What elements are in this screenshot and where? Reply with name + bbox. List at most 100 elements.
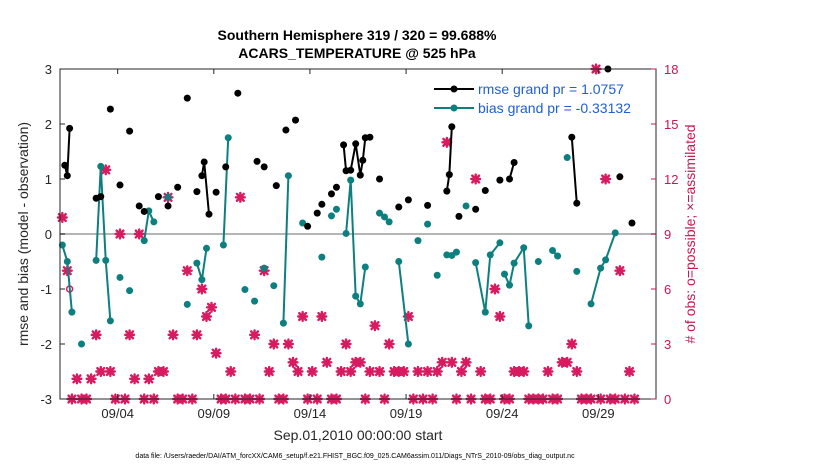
obs-assimilated-marker <box>421 365 434 378</box>
x-tick-label: 09/14 <box>294 406 327 421</box>
rmse-series <box>61 65 636 230</box>
bias-point <box>510 259 518 267</box>
obs-assimilated-marker <box>287 356 299 368</box>
bias-point <box>198 276 206 284</box>
obs-assimilated-marker <box>104 365 116 378</box>
bias-point <box>347 176 355 184</box>
rmse-point <box>61 161 69 169</box>
y2-tick-label: 0 <box>664 392 671 407</box>
obs-assimilated-marker <box>71 373 83 385</box>
rmse-point <box>212 188 220 196</box>
y2-axis-ticks: 0 3 6 9 12 15 18 <box>651 62 678 407</box>
y-axis-label: rmse and bias (model - observation) <box>15 122 31 346</box>
obs-assimilated-marker <box>494 310 506 323</box>
rmse-point <box>445 171 453 179</box>
rmse-point <box>97 193 105 201</box>
obs-assimilated-marker <box>431 365 443 378</box>
bias-point <box>279 319 287 327</box>
obs-assimilated-marker <box>123 329 136 341</box>
rmse-point <box>505 175 513 183</box>
obs-assimilated-marker <box>210 347 222 359</box>
obs-assimilated-marker <box>600 173 612 185</box>
x-tick-label: 09/24 <box>486 406 519 421</box>
obs-assimilated-marker <box>292 365 304 378</box>
bias-point <box>496 239 504 247</box>
obs-assimilated-marker <box>335 365 347 378</box>
bias-point <box>424 220 432 228</box>
bias-point <box>520 244 528 252</box>
bias-line-segment <box>474 242 501 313</box>
rmse-point <box>356 171 364 179</box>
chart-subtitle: ACARS_TEMPERATURE @ 525 hPa <box>238 45 476 61</box>
y2-tick-label: 6 <box>664 282 671 297</box>
obs-assimilated-marker <box>157 365 170 378</box>
obs-assimilated-marker <box>436 356 448 368</box>
obs-assimilated-marker <box>200 310 213 323</box>
x-tick-label: 09/09 <box>198 406 231 421</box>
obs-assimilated-marker <box>402 310 414 323</box>
y-axis-ticks: -3 -2 -1 0 1 2 3 <box>40 62 65 407</box>
rmse-point <box>455 212 463 220</box>
obs-assimilated-marker <box>383 338 395 350</box>
rmse-point <box>222 163 230 171</box>
rmse-point <box>318 200 326 208</box>
bias-point <box>102 256 110 264</box>
rmse-point <box>359 156 367 164</box>
obs-assimilated-marker <box>412 365 424 378</box>
rmse-point <box>573 199 581 207</box>
obs-assimilated-marker <box>196 283 208 295</box>
bias-point <box>472 259 480 267</box>
obs-assimilated-marker <box>297 310 309 323</box>
rmse-point <box>234 89 242 97</box>
rmse-point <box>154 193 162 201</box>
rmse-point <box>116 181 124 189</box>
bias-point <box>92 256 100 264</box>
bias-point <box>452 248 460 256</box>
obs-assimilated-marker <box>561 356 573 368</box>
y-tick-label: -2 <box>40 337 52 352</box>
bias-line-segment <box>95 166 112 321</box>
bias-point <box>481 308 489 316</box>
obs-assimilated-marker <box>268 338 280 350</box>
rmse-point <box>164 202 172 210</box>
rmse-point <box>313 209 321 217</box>
obs-assimilated-marker <box>143 373 155 385</box>
bias-point <box>318 253 326 261</box>
rmse-point <box>568 133 576 141</box>
bias-point <box>486 251 494 259</box>
bias-point <box>611 229 619 237</box>
rmse-point <box>126 127 134 135</box>
rmse-point <box>106 105 114 113</box>
rmse-point <box>510 159 518 166</box>
bias-point <box>270 282 278 290</box>
bias-line-segment <box>397 261 410 345</box>
bias-point <box>203 244 211 252</box>
y-tick-label: -1 <box>40 282 52 297</box>
x-tick-label: 09/29 <box>582 406 615 421</box>
rmse-point <box>404 196 412 204</box>
y2-tick-label: 3 <box>664 337 671 352</box>
bias-point <box>395 258 403 265</box>
obs-assimilated-marker <box>489 283 501 295</box>
bias-point <box>183 300 191 308</box>
obs-assimilated-marker <box>475 365 487 378</box>
bias-series <box>58 134 619 348</box>
obs-assimilated-marker <box>306 365 318 378</box>
rmse-point <box>340 141 348 149</box>
bias-point <box>361 263 369 271</box>
bias-point <box>224 134 232 142</box>
legend: rmse grand pr = 1.0757 bias grand pr = -… <box>430 80 652 120</box>
x-axis-label: Sep.01,2010 00:00:00 start <box>274 427 443 443</box>
rmse-point <box>352 140 360 148</box>
rmse-point <box>395 203 403 211</box>
obs-assimilated-marker <box>321 356 333 368</box>
bias-point <box>433 271 441 279</box>
rmse-point <box>253 157 261 165</box>
obs-assimilated-marker <box>133 228 145 240</box>
rmse-point <box>424 201 432 209</box>
obs-assimilated-marker <box>373 365 386 378</box>
bias-point <box>554 252 562 260</box>
obs-assimilated-marker <box>460 356 472 368</box>
bias-point <box>342 229 350 237</box>
obs-assimilated-marker <box>345 365 357 378</box>
